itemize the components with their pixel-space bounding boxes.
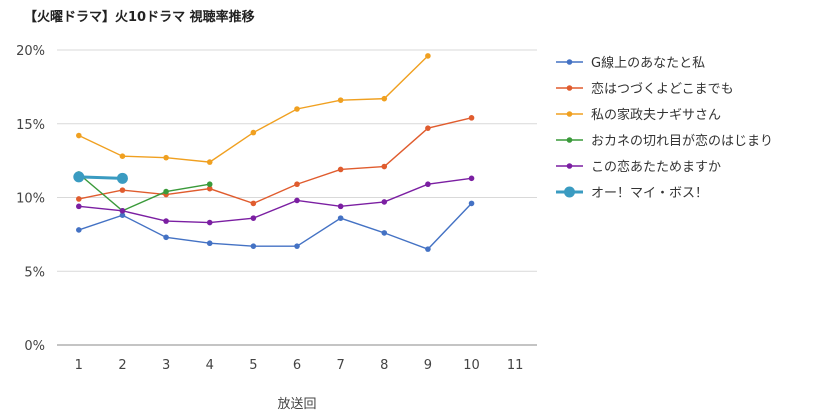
legend-label: オー！マイ・ボス！ bbox=[591, 186, 708, 201]
data-point bbox=[425, 53, 431, 59]
x-axis-ticks: 1 2 3 4 5 6 7 8 9 10 11 bbox=[75, 358, 524, 373]
x-tick-label: 9 bbox=[424, 358, 432, 373]
data-point bbox=[206, 240, 213, 247]
data-point bbox=[337, 215, 344, 221]
series-line bbox=[78, 177, 472, 224]
legend-marker bbox=[566, 163, 573, 169]
data-point bbox=[119, 187, 126, 193]
data-point bbox=[163, 218, 169, 224]
legend-marker bbox=[566, 111, 573, 117]
data-point bbox=[119, 153, 126, 159]
x-tick-label: 2 bbox=[118, 358, 126, 373]
x-tick-label: 10 bbox=[463, 358, 480, 373]
data-point bbox=[76, 132, 82, 139]
data-point bbox=[206, 185, 213, 192]
data-point bbox=[76, 203, 82, 210]
data-point bbox=[76, 227, 82, 233]
data-point bbox=[337, 97, 344, 103]
x-tick-label: 3 bbox=[162, 358, 170, 373]
data-point bbox=[250, 129, 257, 136]
legend-label: 私の家政夫ナギサさん bbox=[591, 107, 721, 123]
data-point bbox=[381, 230, 388, 236]
legend-marker bbox=[564, 186, 575, 198]
data-point bbox=[294, 197, 300, 204]
legend-label: この恋あたためますか bbox=[591, 159, 721, 175]
series-group bbox=[73, 53, 475, 252]
legend-label: おカネの切れ目が恋のはじまり bbox=[591, 133, 773, 149]
data-point bbox=[381, 163, 388, 170]
series-line bbox=[78, 117, 472, 205]
data-point bbox=[337, 203, 344, 210]
data-point bbox=[381, 95, 388, 102]
x-tick-label: 11 bbox=[507, 358, 524, 373]
data-point bbox=[294, 181, 300, 188]
data-point bbox=[425, 181, 431, 188]
series-line bbox=[78, 175, 123, 180]
data-point bbox=[119, 212, 126, 218]
y-tick-label: 20% bbox=[16, 44, 45, 59]
data-point bbox=[116, 172, 128, 184]
data-point bbox=[119, 207, 126, 214]
data-point bbox=[250, 215, 257, 221]
data-point bbox=[294, 243, 300, 249]
y-tick-label: 10% bbox=[16, 192, 45, 207]
x-tick-label: 1 bbox=[75, 358, 83, 373]
data-point bbox=[250, 200, 257, 207]
data-point bbox=[381, 199, 388, 205]
data-point bbox=[163, 188, 169, 195]
data-point bbox=[425, 125, 431, 131]
legend-marker bbox=[566, 137, 573, 143]
series-line bbox=[78, 55, 429, 163]
data-point bbox=[163, 234, 169, 241]
legend-marker bbox=[566, 85, 573, 91]
data-point bbox=[206, 181, 213, 188]
x-tick-label: 4 bbox=[206, 358, 214, 373]
legend-label: G線上のあなたと私 bbox=[591, 55, 705, 71]
data-point bbox=[163, 154, 169, 161]
data-point bbox=[425, 246, 431, 252]
data-point bbox=[468, 200, 475, 207]
x-axis-title: 放送回 bbox=[277, 397, 316, 412]
data-point bbox=[468, 115, 475, 121]
data-point bbox=[76, 196, 82, 202]
series-line bbox=[78, 202, 473, 250]
y-tick-label: 15% bbox=[16, 118, 45, 133]
legend: G線上のあなたと私恋はつづくよどこまでも私の家政夫ナギサさんおカネの切れ目が恋の… bbox=[556, 55, 773, 201]
data-point bbox=[337, 166, 344, 173]
data-point bbox=[206, 159, 213, 165]
data-point bbox=[206, 219, 213, 226]
x-tick-label: 5 bbox=[249, 358, 257, 373]
y-axis-ticks: 0% 5% 10% 15% 20% bbox=[16, 44, 45, 354]
grid-lines bbox=[57, 49, 537, 346]
data-point bbox=[294, 106, 300, 112]
data-point bbox=[73, 171, 85, 183]
x-tick-label: 7 bbox=[336, 358, 344, 373]
y-tick-label: 5% bbox=[24, 265, 45, 280]
x-tick-label: 6 bbox=[293, 358, 301, 373]
chart-title: 【火曜ドラマ】火10ドラマ 視聴率推移 bbox=[24, 10, 255, 25]
x-tick-label: 8 bbox=[380, 358, 388, 373]
legend-marker bbox=[566, 59, 573, 65]
y-tick-label: 0% bbox=[24, 339, 45, 354]
series-line bbox=[78, 173, 210, 212]
data-point bbox=[250, 243, 257, 249]
data-point bbox=[468, 175, 475, 182]
legend-label: 恋はつづくよどこまでも bbox=[591, 81, 734, 97]
